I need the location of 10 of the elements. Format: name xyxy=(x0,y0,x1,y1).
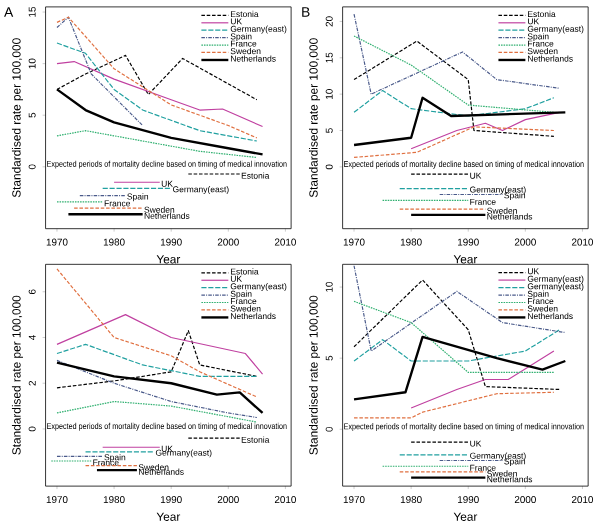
line-series xyxy=(353,391,555,419)
line-series xyxy=(353,329,561,362)
line-series xyxy=(56,61,264,128)
line-series xyxy=(353,90,555,117)
line-series xyxy=(56,343,258,378)
line-series xyxy=(353,126,555,159)
line-series xyxy=(56,130,258,159)
line-series xyxy=(56,401,258,423)
line-series xyxy=(410,350,555,409)
line-series xyxy=(56,16,144,127)
